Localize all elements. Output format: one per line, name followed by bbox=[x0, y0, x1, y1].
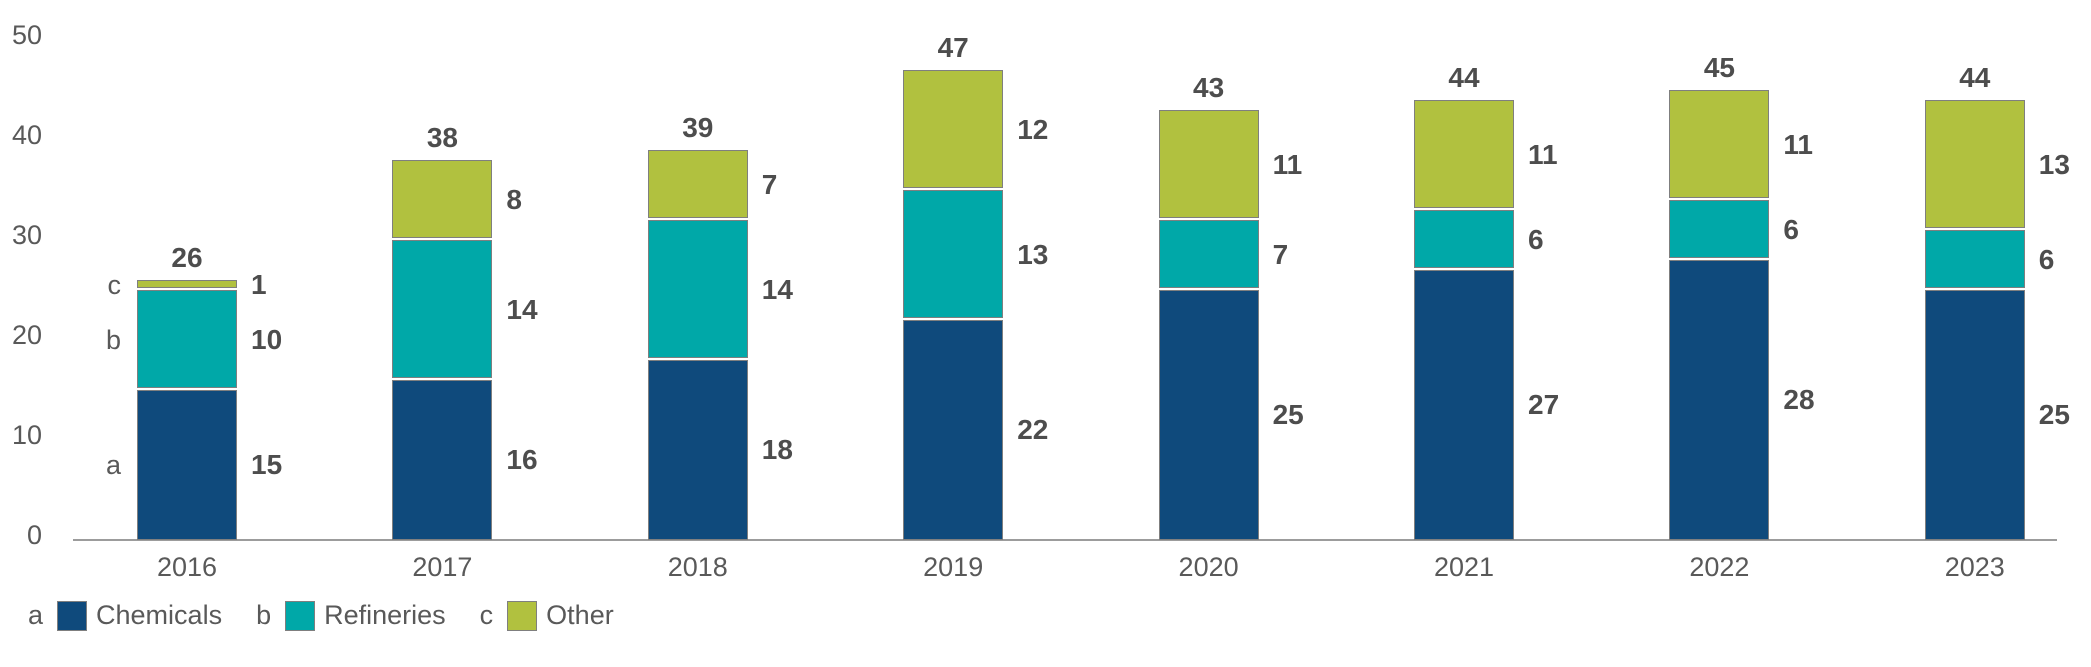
bar-segment-chemicals bbox=[903, 320, 1004, 540]
bar-2017 bbox=[392, 160, 493, 540]
segment-value-label: 10 bbox=[251, 324, 283, 355]
x-axis-line bbox=[73, 539, 2057, 541]
bar-segment-refineries bbox=[1924, 230, 2025, 288]
bar-2019 bbox=[903, 70, 1004, 540]
bar-total-label: 44 bbox=[1959, 62, 1991, 93]
segment-value-label: 16 bbox=[506, 444, 538, 475]
legend: a Chemicals b Refineries c Other bbox=[28, 600, 614, 631]
series-key-label-a: a bbox=[105, 450, 121, 480]
x-axis-label: 2021 bbox=[1433, 552, 1495, 582]
x-axis-label: 2022 bbox=[1689, 552, 1750, 582]
segment-value-label: 22 bbox=[1017, 414, 1049, 445]
y-axis-tick-label: 20 bbox=[11, 320, 42, 350]
x-axis-label: 2017 bbox=[412, 552, 473, 582]
legend-key-label: c bbox=[479, 600, 494, 630]
bar-2021 bbox=[1414, 100, 1514, 540]
segment-value-label: 7 bbox=[1272, 239, 1289, 270]
bar-segment-other bbox=[1924, 100, 2025, 228]
legend-series-label: Other bbox=[546, 600, 614, 630]
legend-swatch-chemicals bbox=[57, 600, 88, 631]
bar-segment-refineries bbox=[1158, 220, 1259, 288]
bar-2016 bbox=[137, 280, 237, 540]
x-axis-label: 2019 bbox=[923, 552, 984, 582]
segment-value-label: 25 bbox=[1272, 399, 1304, 430]
segment-value-label: 11 bbox=[1272, 149, 1303, 180]
bar-segment-other bbox=[392, 160, 493, 238]
bar-segment-refineries bbox=[903, 190, 1004, 318]
bar-segment-refineries bbox=[647, 220, 748, 358]
segment-value-label: 11 bbox=[1528, 139, 1558, 170]
bar-segment-chemicals bbox=[647, 360, 748, 540]
legend-swatch-refineries bbox=[285, 600, 316, 631]
x-axis-label: 2016 bbox=[156, 552, 218, 582]
bar-total-label: 45 bbox=[1703, 52, 1735, 83]
bar-2023 bbox=[1924, 100, 2025, 540]
bar-segment-chemicals bbox=[1924, 290, 2025, 540]
legend-series-label: Chemicals bbox=[96, 600, 223, 630]
bar-segment-other bbox=[1158, 110, 1259, 218]
y-axis-tick-label: 30 bbox=[11, 220, 42, 250]
bar-segment-chemicals bbox=[392, 380, 493, 540]
segment-value-label: 18 bbox=[761, 434, 793, 465]
segment-value-label: 25 bbox=[2038, 399, 2070, 430]
segment-value-label: 14 bbox=[761, 274, 793, 305]
bar-2020 bbox=[1158, 110, 1259, 540]
segment-value-label: 6 bbox=[1783, 214, 1799, 245]
legend-swatch-other bbox=[507, 600, 538, 631]
segment-value-label: 12 bbox=[1017, 114, 1049, 145]
segment-value-label: 11 bbox=[1783, 129, 1813, 160]
bar-segment-other bbox=[903, 70, 1004, 188]
segment-value-label: 27 bbox=[1528, 389, 1560, 420]
bar-segment-chemicals bbox=[1158, 290, 1259, 540]
segment-value-label: 8 bbox=[506, 184, 522, 215]
legend-series-label: Refineries bbox=[324, 600, 446, 630]
x-axis-label: 2020 bbox=[1178, 552, 1239, 582]
y-axis-tick-label: 10 bbox=[11, 420, 42, 450]
bar-segment-chemicals bbox=[1669, 260, 1770, 540]
segment-value-label: 6 bbox=[1528, 224, 1544, 255]
segment-value-label: 13 bbox=[2038, 149, 2070, 180]
bar-segment-chemicals bbox=[137, 390, 237, 540]
bar-total-label: 39 bbox=[682, 112, 714, 143]
bar-segment-other bbox=[137, 280, 237, 288]
bar-segment-refineries bbox=[1669, 200, 1770, 258]
legend-key-label: a bbox=[28, 600, 44, 630]
bar-segment-other bbox=[1669, 90, 1770, 198]
segment-value-label: 14 bbox=[506, 294, 538, 325]
legend-item-refineries: b Refineries bbox=[256, 600, 446, 631]
segment-value-label: 13 bbox=[1017, 239, 1049, 270]
bar-segment-other bbox=[647, 150, 748, 218]
bar-total-label: 26 bbox=[171, 242, 203, 273]
bar-total-label: 38 bbox=[426, 122, 458, 153]
legend-item-other: c Other bbox=[480, 600, 614, 631]
bar-segment-refineries bbox=[137, 290, 237, 388]
bar-segment-other bbox=[1414, 100, 1514, 208]
bar-total-label: 44 bbox=[1448, 62, 1480, 93]
bar-total-label: 43 bbox=[1193, 72, 1225, 103]
series-key-label-b: b bbox=[105, 325, 121, 355]
bar-2018 bbox=[647, 150, 748, 540]
x-axis-label: 2018 bbox=[667, 552, 728, 582]
legend-item-chemicals: a Chemicals bbox=[28, 600, 222, 631]
bar-segment-refineries bbox=[392, 240, 493, 378]
segment-value-label: 1 bbox=[251, 269, 267, 300]
bar-total-label: 47 bbox=[937, 32, 969, 63]
bar-2022 bbox=[1669, 90, 1770, 540]
y-axis-tick-label: 50 bbox=[11, 20, 42, 50]
bar-segment-chemicals bbox=[1414, 270, 1514, 540]
segment-value-label: 6 bbox=[2038, 244, 2055, 275]
series-key-label-c: c bbox=[107, 270, 122, 300]
legend-key-label: b bbox=[256, 600, 272, 630]
x-axis-label: 2023 bbox=[1944, 552, 2005, 582]
bar-segment-refineries bbox=[1414, 210, 1514, 268]
y-axis-tick-label: 40 bbox=[11, 120, 42, 150]
segment-value-label: 7 bbox=[761, 169, 778, 200]
segment-value-label: 15 bbox=[251, 449, 283, 480]
segment-value-label: 28 bbox=[1783, 384, 1815, 415]
y-axis-tick-label: 0 bbox=[26, 520, 42, 550]
